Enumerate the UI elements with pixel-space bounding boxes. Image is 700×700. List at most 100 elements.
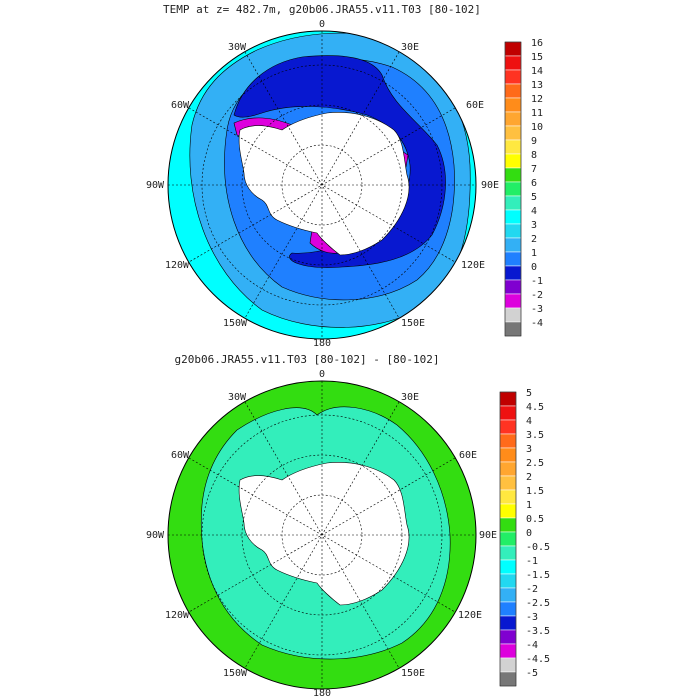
panel-1-colorbar-swatch [504, 69, 522, 85]
panel-2-graticule [168, 381, 476, 689]
panel-1-colorbar-swatch [504, 181, 522, 197]
panel-2-colorbar-tick-label: 0 [526, 528, 532, 539]
panel-2-colorbar-swatch [499, 517, 517, 533]
panel-2-colorbar-swatch [499, 657, 517, 673]
panel-1-colorbar-tick-label: 14 [531, 66, 543, 77]
panel-2-colorbar-swatch [499, 629, 517, 645]
panel-2-zone-antarctica [238, 462, 410, 606]
panel-1-colorbar-tick-label: 8 [531, 150, 537, 161]
panel-2-lon-60e: 60E [459, 450, 477, 461]
panel-2-colorbar-tick-label: 3.5 [526, 430, 544, 441]
panel-2-map [168, 381, 476, 689]
panel-1-lon-30e: 30E [401, 42, 419, 53]
panel-1-colorbar-swatch [504, 237, 522, 253]
panel-1-colorbar-tick-label: -2 [531, 290, 543, 301]
panel-1-colorbar-tick-label: 2 [531, 234, 537, 245]
panel-2-colorbar-tick-label: 2.5 [526, 458, 544, 469]
panel-2-colorbar-swatch [499, 447, 517, 463]
panel-1-colorbar-tick-label: 15 [531, 52, 543, 63]
panel-1-lon-180: 180 [313, 338, 331, 349]
panel-2-lon-150e: 150E [401, 668, 425, 679]
panel-1-lon-120w: 120W [165, 260, 190, 271]
panel-2-colorbar-swatch [499, 573, 517, 589]
panel-1-colorbar-tick-label: -4 [531, 318, 543, 329]
panel-2-lon-90w: 90W [146, 530, 165, 541]
panel-1-colorbar-tick-label: 12 [531, 94, 543, 105]
panel-1-colorbar-swatch [504, 293, 522, 309]
panel-2-colorbar-swatch [499, 475, 517, 491]
panel-1-zone-antarctica [238, 112, 410, 256]
panel-1-colorbar-tick-label: 5 [531, 192, 537, 203]
panel-1-colorbar-tick-label: 6 [531, 178, 537, 189]
panel-1-colorbar-tick-label: 10 [531, 122, 543, 133]
panel-1-colorbar-swatch [504, 153, 522, 169]
panel-1-lon-150e: 150E [401, 318, 425, 329]
panel-1-colorbar-swatch [504, 111, 522, 127]
panel-2-colorbar-swatch [499, 587, 517, 603]
panel-2: g20b06.JRA55.v11.T03 [80-102] - [80-102] [146, 353, 550, 699]
panel-1-colorbar-tick-label: -1 [531, 276, 543, 287]
panel-1-colorbar-swatch [504, 279, 522, 295]
panel-1-colorbar-swatch [504, 321, 522, 337]
panel-2-colorbar-swatch [499, 433, 517, 449]
panel-2-colorbar-tick-label: -1.5 [526, 570, 550, 581]
panel-2-colorbar-swatch [499, 545, 517, 561]
panel-1-graticule [168, 31, 476, 339]
panel-1-colorbar-swatch [504, 209, 522, 225]
panel-1-colorbar-tick-label: 3 [531, 220, 537, 231]
panel-2-colorbar-swatch [499, 461, 517, 477]
panel-2-colorbar-tick-label: 2 [526, 472, 532, 483]
panel-1-colorbar-swatch [504, 251, 522, 267]
panel-2-lon-150w: 150W [223, 668, 248, 679]
panel-1: TEMP at z= 482.7m, g20b06.JRA55.v11.T03 … [146, 3, 543, 349]
panel-1-colorbar-swatch [504, 167, 522, 183]
panel-2-colorbar-tick-label: -3 [526, 612, 538, 623]
panel-2-colorbar-swatch [499, 615, 517, 631]
panel-2-colorbar-tick-label: 4 [526, 416, 532, 427]
panel-2-colorbar-swatch [499, 489, 517, 505]
panel-1-colorbar-swatch [504, 55, 522, 71]
panel-1-colorbar-swatch [504, 125, 522, 141]
panel-2-colorbar-frame [499, 391, 517, 687]
panel-2-colorbar-swatch [499, 391, 517, 407]
panel-2-colorbar-swatch [499, 671, 517, 687]
panel-1-lon-150w: 150W [223, 318, 248, 329]
panel-2-lon-labels: 0 30E 60E 90E 120E 150E 180 150W 120W 90… [146, 369, 497, 699]
panel-2-colorbar-swatch [499, 601, 517, 617]
panel-2-map-border [167, 380, 477, 690]
panel-2-colorbar-tick-label: 0.5 [526, 514, 544, 525]
panel-2-lon-120w: 120W [165, 610, 190, 621]
panel-2-colorbar-tick-label: -0.5 [526, 542, 550, 553]
panel-1-colorbar-tick-label: 0 [531, 262, 537, 273]
panel-1-colorbar-tick-label: 16 [531, 38, 543, 49]
panel-1-colorbar-swatch [504, 195, 522, 211]
panel-1-colorbar-tick-label: 7 [531, 164, 537, 175]
panel-2-colorbar-swatch [499, 531, 517, 547]
panel-1-colorbar-tick-label: 13 [531, 80, 543, 91]
panel-2-colorbar-tick-label: -5 [526, 668, 538, 679]
panel-1-colorbar-tick-label: 11 [531, 108, 543, 119]
panel-2-title: g20b06.JRA55.v11.T03 [80-102] - [80-102] [175, 353, 440, 366]
panel-2-colorbar-tick-label: 1.5 [526, 486, 544, 497]
panel-1-lon-90e: 90E [481, 180, 499, 191]
panel-1-lon-0: 0 [319, 19, 325, 30]
panel-1-colorbar-swatch [504, 265, 522, 281]
panel-1-colorbar-swatch [504, 139, 522, 155]
panel-2-colorbar-tick-label: -2 [526, 584, 538, 595]
panel-1-lon-60e: 60E [466, 100, 484, 111]
panel-2-colorbar-tick-label: -4 [526, 640, 538, 651]
panel-1-lon-90w: 90W [146, 180, 165, 191]
panel-2-lon-30w: 30W [228, 392, 247, 403]
panel-1-colorbar-tick-label: 1 [531, 248, 537, 259]
panel-2-colorbar: 5 4.5 4 3.5 3 2.5 2 1.5 1 0.5 0 -0.5 -1 -1.5 -2 -2.5 -3 -… [499, 388, 550, 687]
panel-2-lon-180: 180 [313, 688, 331, 699]
panel-2-colorbar-tick-label: -3.5 [526, 626, 550, 637]
panel-1-lon-30w: 30W [228, 42, 247, 53]
panel-1-lon-labels: 0 30E 60E 90E 120E 150E 180 150W 120W 90… [146, 19, 499, 349]
panel-1-colorbar-frame [504, 41, 522, 337]
panel-1-colorbar-tick-label: 4 [531, 206, 537, 217]
panel-2-lon-30e: 30E [401, 392, 419, 403]
panel-1-colorbar-swatch [504, 223, 522, 239]
